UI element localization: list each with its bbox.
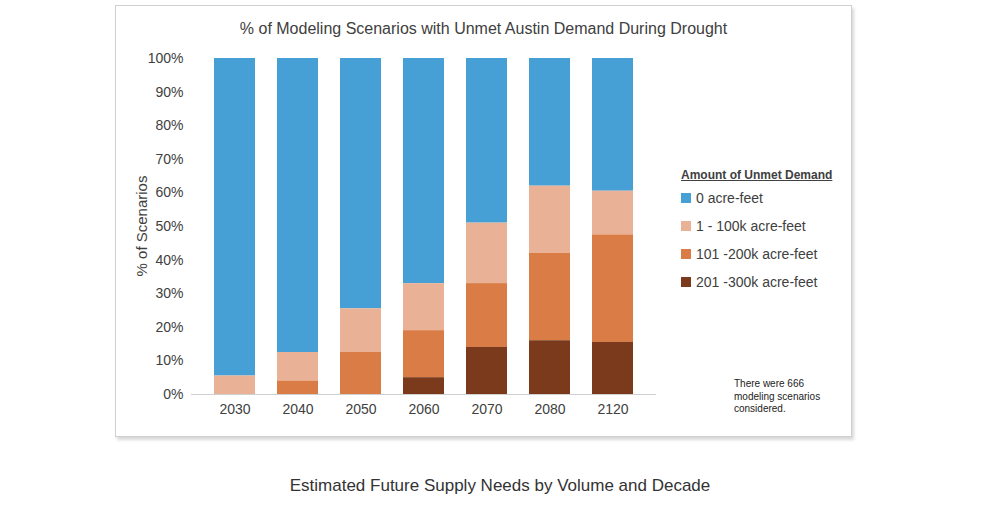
svg-text:70%: 70% xyxy=(155,151,183,167)
svg-text:2060: 2060 xyxy=(408,401,439,417)
svg-text:20%: 20% xyxy=(155,319,183,335)
svg-text:0%: 0% xyxy=(163,386,183,402)
html-text:Estimated Future Supply Needs: Estimated Future Supply Needs by Volume … xyxy=(289,476,711,495)
svg-text:60%: 60% xyxy=(155,184,183,200)
svg-text:80%: 80% xyxy=(155,117,183,133)
svg-text:30%: 30% xyxy=(155,285,183,301)
svg-text:10%: 10% xyxy=(155,352,183,368)
svg-text:2050: 2050 xyxy=(345,401,376,417)
html-text:201 -300k acre-feet: 201 -300k acre-feet xyxy=(696,274,818,290)
html-text:% of Modeling Scenarios with U: % of Modeling Scenarios with Unmet Austi… xyxy=(239,20,728,37)
svg-text:90%: 90% xyxy=(155,84,183,100)
html-text:% of Scenarios: % of Scenarios xyxy=(132,175,150,277)
svg-text:2070: 2070 xyxy=(471,401,502,417)
svg-text:2030: 2030 xyxy=(219,401,250,417)
svg-text:2040: 2040 xyxy=(282,401,313,417)
svg-text:50%: 50% xyxy=(155,218,183,234)
svg-text:2120: 2120 xyxy=(597,401,628,417)
html-text:There were 666 modeling scenar: There were 666 modeling scenarios consid… xyxy=(734,378,821,414)
svg-text:2080: 2080 xyxy=(534,401,565,417)
html-text:1 - 100k acre-feet: 1 - 100k acre-feet xyxy=(696,218,806,234)
html-text:Amount of Unmet Demand: Amount of Unmet Demand xyxy=(681,168,833,182)
html-text:101 -200k acre-feet: 101 -200k acre-feet xyxy=(696,246,818,262)
svg-text:100%: 100% xyxy=(148,50,184,66)
svg-text:40%: 40% xyxy=(155,252,183,268)
html-text:0 acre-feet: 0 acre-feet xyxy=(696,190,763,206)
